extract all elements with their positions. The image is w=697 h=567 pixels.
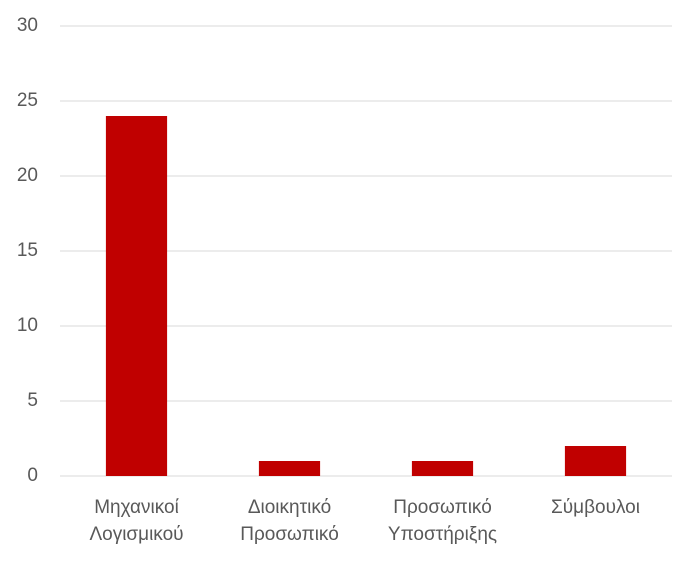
y-tick-label: 25 xyxy=(17,90,38,111)
y-tick-label: 20 xyxy=(17,165,38,186)
y-tick-label: 5 xyxy=(27,390,38,411)
bar xyxy=(105,116,168,476)
y-tick-label: 30 xyxy=(17,15,38,36)
y-tick-label: 15 xyxy=(17,240,38,261)
x-tick-label: Διοικητικό Προσωπικό xyxy=(240,497,339,545)
y-tick-label: 0 xyxy=(27,465,38,486)
x-tick-label: Μηχανικοί Λογισμικού xyxy=(89,497,184,545)
bar xyxy=(564,446,627,476)
y-tick-label: 10 xyxy=(17,315,38,336)
x-tick-label: Σύμβουλοι xyxy=(551,497,640,518)
bar xyxy=(411,461,474,476)
x-tick-label: Προσωπικό Υποστήριξης xyxy=(387,497,498,545)
bar xyxy=(258,461,321,476)
